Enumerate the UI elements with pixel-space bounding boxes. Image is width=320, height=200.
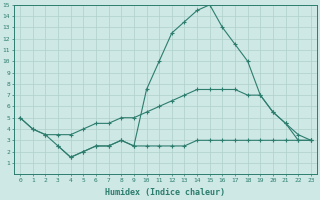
X-axis label: Humidex (Indice chaleur): Humidex (Indice chaleur) <box>106 188 226 197</box>
